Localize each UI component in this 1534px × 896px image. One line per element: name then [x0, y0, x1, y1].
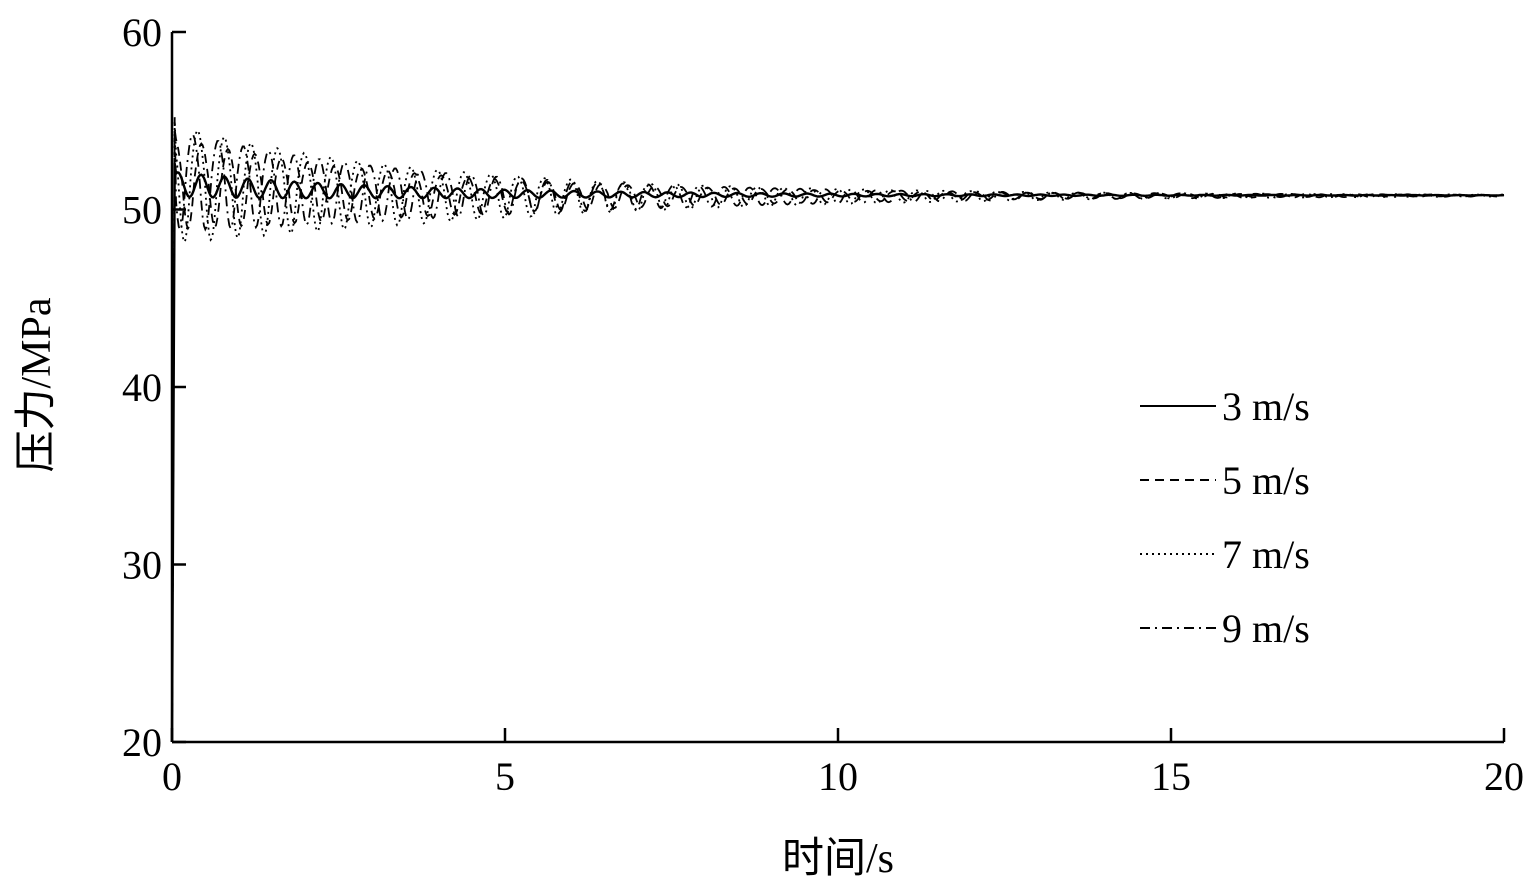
- x-tick-label: 15: [1151, 754, 1191, 799]
- x-tick-label: 0: [162, 754, 182, 799]
- ticks-layer: 0 5 10 15 20 20 30 40 50 60: [122, 10, 1524, 799]
- legend-label: 5 m/s: [1222, 458, 1310, 503]
- y-tick-label: 50: [122, 188, 162, 233]
- x-tick-label: 20: [1484, 754, 1524, 799]
- series-line: [170, 163, 1504, 743]
- y-tick-label: 60: [122, 10, 162, 55]
- legend: 3 m/s 5 m/s 7 m/s 9 m/s: [1140, 384, 1310, 651]
- series-line: [171, 117, 1505, 743]
- y-tick-label: 40: [122, 365, 162, 410]
- x-tick-label: 10: [818, 754, 858, 799]
- y-axis-title: 压力/MPa: [14, 297, 60, 472]
- x-axis-title: 时间/s: [782, 836, 894, 882]
- x-tick-label: 5: [495, 754, 515, 799]
- y-tick-label: 20: [122, 720, 162, 765]
- series-line: [171, 120, 1505, 743]
- legend-label: 3 m/s: [1222, 384, 1310, 429]
- series-line: [171, 129, 1505, 743]
- legend-label: 9 m/s: [1222, 606, 1310, 651]
- y-tick-label: 30: [122, 543, 162, 588]
- legend-label: 7 m/s: [1222, 532, 1310, 577]
- series-layer: [170, 117, 1505, 743]
